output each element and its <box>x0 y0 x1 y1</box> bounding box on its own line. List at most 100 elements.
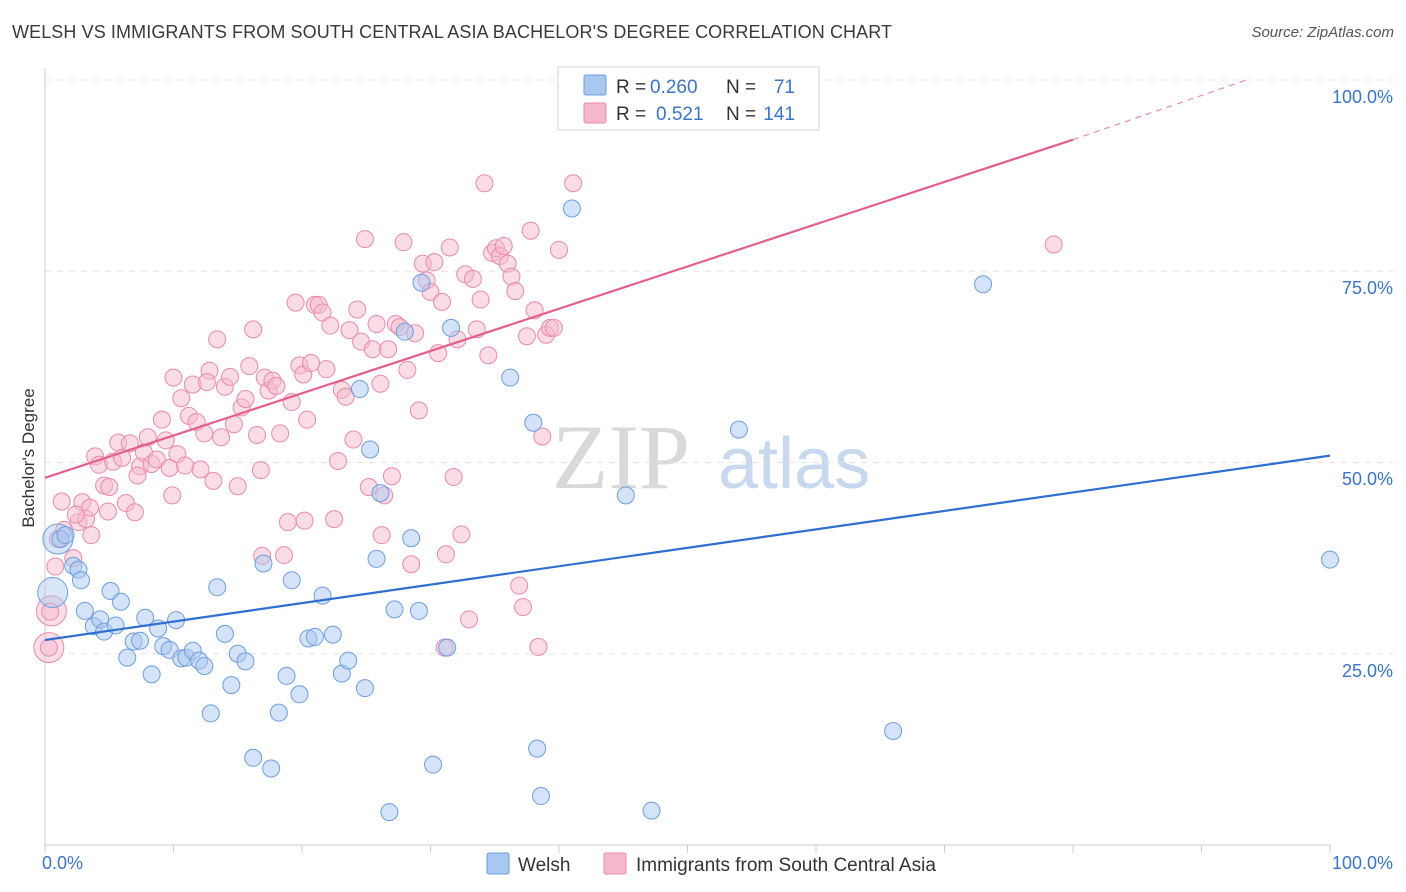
welsh-point <box>532 787 551 806</box>
immigrants-point <box>125 503 144 522</box>
welsh-point <box>562 199 581 218</box>
immigrants-point <box>409 401 428 420</box>
immigrants-point <box>1044 235 1063 254</box>
welsh-point <box>974 275 993 294</box>
welsh-point <box>524 413 543 432</box>
welsh-point <box>409 601 428 620</box>
immigrants-point <box>100 477 119 496</box>
immigrants-point <box>394 233 413 252</box>
immigrants-point <box>367 315 386 334</box>
immigrants-point <box>471 290 490 309</box>
welsh-point <box>367 549 386 568</box>
immigrants-point <box>228 477 247 496</box>
immigrants-point <box>425 253 444 272</box>
welsh-point <box>323 625 342 644</box>
immigrants-point <box>379 340 398 359</box>
immigrants-point <box>463 269 482 288</box>
immigrants-point <box>436 545 455 564</box>
chart-title: WELSH VS IMMIGRANTS FROM SOUTH CENTRAL A… <box>12 22 893 42</box>
y-axis-label: Bachelor's Degree <box>19 388 38 527</box>
legend-welsh-n-value: 71 <box>774 77 795 98</box>
welsh-point <box>222 676 241 695</box>
immigrants-point <box>506 282 525 301</box>
immigrants-point <box>529 637 548 656</box>
immigrants-point <box>197 373 216 392</box>
immigrants-point <box>440 238 459 257</box>
immigrants-trend-extension <box>1072 79 1247 141</box>
legend-immigrants-r-value: 0.521 <box>656 104 704 125</box>
immigrants-point <box>66 505 85 524</box>
immigrants-point <box>336 387 355 406</box>
welsh-point <box>355 679 374 698</box>
welsh-point <box>305 627 324 646</box>
immigrants-point <box>82 526 101 545</box>
immigrants-point <box>363 340 382 359</box>
welsh-point <box>262 759 281 778</box>
welsh-point <box>729 420 748 439</box>
immigrants-point <box>348 300 367 319</box>
immigrants-point <box>212 428 231 447</box>
immigrants-point <box>517 327 536 346</box>
immigrants-point <box>98 502 117 521</box>
immigrants-point <box>191 460 210 479</box>
y-tick-label-100: 100.0% <box>1332 87 1393 107</box>
bottom-legend-immigrants: Immigrants from South Central Asia <box>636 855 936 876</box>
x-tick-label-max: 100.0% <box>1332 853 1393 873</box>
welsh-point <box>56 526 75 545</box>
immigrants-point <box>344 430 363 449</box>
y-tick-label-25: 25.0% <box>1342 661 1393 681</box>
welsh-point <box>244 748 263 767</box>
welsh-point <box>616 486 635 505</box>
legend-welsh-r-value: 0.260 <box>650 77 698 98</box>
welsh-point <box>350 380 369 399</box>
immigrants-point <box>514 598 533 617</box>
immigrants-trend-line <box>44 138 1074 479</box>
immigrants-point <box>475 174 494 193</box>
immigrants-point <box>152 410 171 429</box>
immigrants-point <box>208 330 227 349</box>
immigrants-point <box>317 360 336 379</box>
bottom-legend-swatch-immigrants <box>603 852 627 875</box>
series-legend: Welsh Immigrants from South Central Asia <box>486 852 936 876</box>
welsh-point <box>75 601 94 620</box>
welsh-point <box>254 554 273 573</box>
welsh-point <box>71 571 90 590</box>
legend-immigrants-n-label: N = <box>726 104 756 125</box>
welsh-point <box>236 652 255 671</box>
immigrants-point <box>240 357 259 376</box>
welsh-point <box>424 755 443 774</box>
legend-immigrants-r-label: R = <box>616 104 646 125</box>
immigrants-point <box>128 466 147 485</box>
welsh-point <box>142 665 161 684</box>
y-tick-label-50: 50.0% <box>1342 469 1393 489</box>
immigrants-point <box>371 374 390 393</box>
immigrants-point <box>398 360 417 379</box>
immigrants-point <box>39 638 58 657</box>
immigrants-point <box>164 368 183 387</box>
immigrants-point <box>382 467 401 486</box>
immigrants-point <box>301 354 320 373</box>
welsh-point <box>131 631 150 650</box>
immigrants-point <box>340 321 359 340</box>
welsh-point <box>395 322 414 341</box>
immigrants-point <box>510 576 529 595</box>
source-credit: Source: ZipAtlas.com <box>1251 24 1394 41</box>
welsh-point <box>385 600 404 619</box>
welsh-point <box>438 638 457 657</box>
x-tick-label-min: 0.0% <box>42 853 83 873</box>
welsh-point <box>195 656 214 675</box>
welsh-point <box>412 273 431 292</box>
immigrants-point <box>402 555 421 574</box>
immigrants-point <box>494 237 513 256</box>
welsh-point <box>269 703 288 722</box>
immigrants-point <box>433 292 452 311</box>
bottom-legend-welsh: Welsh <box>518 855 570 876</box>
immigrants-point <box>267 377 286 395</box>
immigrants-point <box>355 230 374 249</box>
immigrants-point <box>521 221 540 240</box>
immigrants-point <box>295 511 314 530</box>
immigrants-point <box>286 293 305 312</box>
welsh-trend-line <box>44 454 1331 642</box>
welsh-point <box>402 529 421 548</box>
